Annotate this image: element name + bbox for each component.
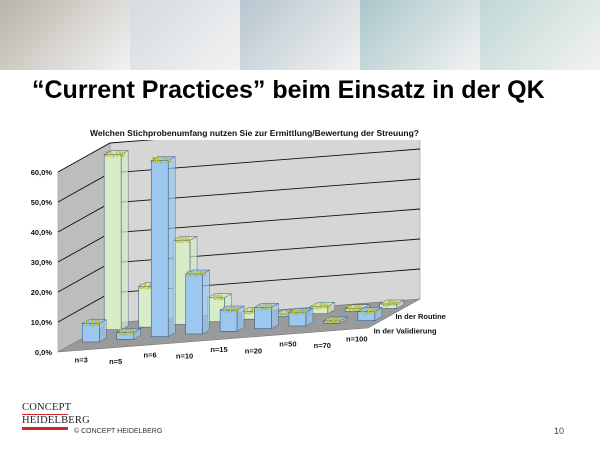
y-tick-label: 20,0% [31,288,53,297]
bar-routine-side [396,299,404,309]
bar-routine [309,301,336,315]
page-number: 10 [554,426,565,436]
data-label-validierung: 3,1% [360,308,377,315]
logo-red-bar [22,427,68,430]
header-banner [0,0,600,70]
data-label-validierung: 0,8% [326,318,343,325]
bar-routine [344,304,371,312]
y-tick-label: 40,0% [31,228,53,237]
x-tick-label: n=10 [176,352,193,361]
bar-validierung-side [236,305,245,332]
lab-scientist-photo [130,0,240,70]
bar-validierung-side [305,307,314,327]
data-label-validierung: 7,1% [257,304,274,311]
bar-validierung-side [202,269,210,335]
y-tick-label: 10,0% [31,318,53,327]
lab-surgeon-photo [480,0,600,70]
x-tick-label: n=20 [245,346,262,355]
legend-routine: In der Routine [395,312,445,321]
x-tick-label: n=3 [75,356,88,365]
bar-validierung-front [185,273,203,335]
bar-validierung [115,327,142,340]
data-label-validierung: 20,0% [186,271,207,278]
lab-glassware-photo [360,0,480,70]
bar-validierung [150,156,177,338]
bar-routine-side [327,301,336,315]
x-tick-label: n=5 [109,357,122,366]
x-tick-label: n=6 [144,350,157,359]
y-tick-label: 60,0% [31,168,53,177]
data-label-validierung: 4,6% [292,309,309,316]
photo-strip [0,0,600,70]
x-tick-label: n=50 [279,340,296,349]
bar-routine [103,150,130,331]
bar-validierung [356,306,383,322]
concept-heidelberg-logo: CONCEPT HEIDELBERG [22,402,90,430]
data-label-routine: 2,5% [313,303,330,310]
data-label-routine: 2,5% [244,309,261,316]
legend-validierung: In der Validierung [374,326,437,335]
logo-text-line2: HEIDELBERG [22,415,90,426]
bar-validierung-side [99,319,107,343]
bar-validierung [253,302,280,330]
data-label-validierung: 7,1% [223,307,240,314]
data-label-validierung: 6,1% [85,321,102,328]
data-label-routine: 0,8% [279,311,296,318]
copyright-text: © CONCEPT HEIDELBERG [74,428,163,435]
bar-validierung-side [133,327,142,340]
x-tick-label: n=100 [346,334,367,343]
x-tick-label: n=70 [314,341,331,350]
data-label-routine: 8% [213,295,224,302]
data-label-routine: 58,4% [105,152,126,159]
people-group-photo [0,0,130,70]
bar-validierung-side [271,302,279,330]
y-tick-label: 30,0% [31,258,53,267]
bar-validierung [81,319,108,343]
bar-validierung-side [374,306,383,322]
bar-validierung [184,269,211,335]
data-label-routine: 28% [177,237,192,244]
data-label-routine: 1,5% [382,301,399,308]
data-label-routine: 0,8% [348,306,365,313]
bar-validierung [219,305,246,332]
slide-title: “Current Practices” beim Einsatz in der … [32,76,545,104]
bar-chart-3d: 0,0% 10,0% 20,0% 30,0% 40,0% 50,0% 60,0% 58,4% 1… [31,140,446,366]
bar-validierung-front [150,160,169,337]
data-label-routine: 13,5% [139,284,160,291]
y-tick-label: 0,0% [35,348,52,357]
y-tick-label: 50,0% [31,198,53,207]
data-label-validierung: 58,7% [152,158,173,165]
data-label-validierung: 2,3% [119,329,136,336]
gridline [57,140,155,173]
bar-validierung-side [167,156,176,338]
bar-routine-front [103,154,122,331]
x-tick-label: n=15 [210,345,227,354]
bar-routine [378,299,405,309]
bar-validierung-side [340,316,348,324]
bar-routine-side [120,150,129,331]
lab-microscope-photo [240,0,360,70]
bar-validierung [288,307,314,327]
chart-title: Welchen Stichprobenumfang nutzen Sie zur… [90,128,419,138]
bar-validierung [322,316,349,324]
logo-text-line1: CONCEPT [22,402,72,415]
